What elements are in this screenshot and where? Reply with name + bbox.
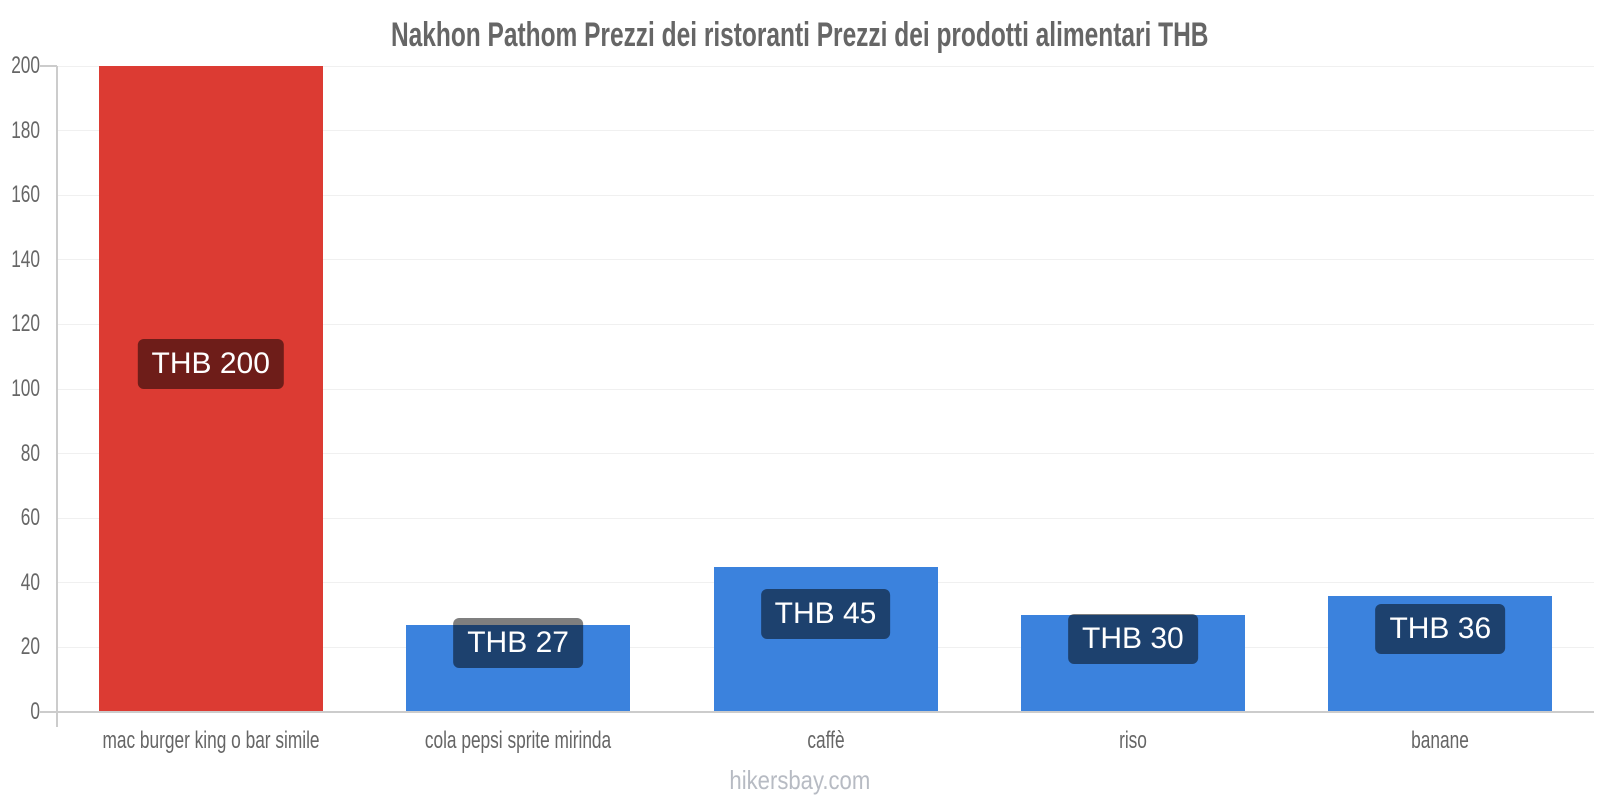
gridline [57, 517, 1594, 519]
gridline [57, 259, 1594, 261]
bar-value-label: THB 36 [1375, 603, 1506, 654]
y-axis-label: 160 [11, 181, 41, 209]
x-axis-label: cola pepsi sprite mirinda [424, 727, 612, 754]
bar-value-label: THB 45 [760, 589, 891, 640]
x-axis-label: mac burger king o bar simile [102, 727, 320, 754]
gridline [57, 453, 1594, 455]
gridline [57, 130, 1594, 132]
gridline [57, 388, 1594, 390]
y-axis-label: 180 [11, 116, 41, 144]
footer-watermark: hikersbay.com [729, 765, 871, 795]
x-axis-label: caffè [806, 727, 845, 754]
chart-title: Nakhon Pathom Prezzi dei ristoranti Prez… [391, 16, 1209, 54]
y-axis-line [56, 66, 58, 727]
chart-title-row: Nakhon Pathom Prezzi dei ristoranti Prez… [0, 14, 1600, 56]
x-axis-label: banane [1411, 727, 1470, 754]
y-axis-label: 60 [20, 504, 40, 532]
y-axis-label: 120 [11, 310, 41, 338]
bar-value-label: THB 30 [1068, 613, 1198, 664]
y-axis-tick [40, 65, 57, 67]
y-axis-label: 100 [11, 375, 41, 402]
gridline [57, 194, 1594, 196]
y-axis-label: 140 [11, 245, 41, 273]
gridline [57, 323, 1594, 325]
y-axis-label: 200 [11, 52, 41, 79]
y-axis-label: 40 [20, 568, 40, 596]
bar-value-label: THB 27 [453, 618, 583, 669]
footer-row: hikersbay.com [0, 766, 1600, 794]
y-axis-label: 0 [30, 698, 40, 725]
y-axis-label: 80 [20, 439, 40, 467]
y-axis-label: 20 [20, 633, 40, 661]
bar-value-label: THB 200 [137, 339, 284, 389]
gridline [57, 65, 1594, 67]
x-axis-label: riso [1118, 727, 1147, 754]
bar-1[interactable] [98, 66, 323, 712]
x-axis-baseline [40, 711, 1594, 713]
